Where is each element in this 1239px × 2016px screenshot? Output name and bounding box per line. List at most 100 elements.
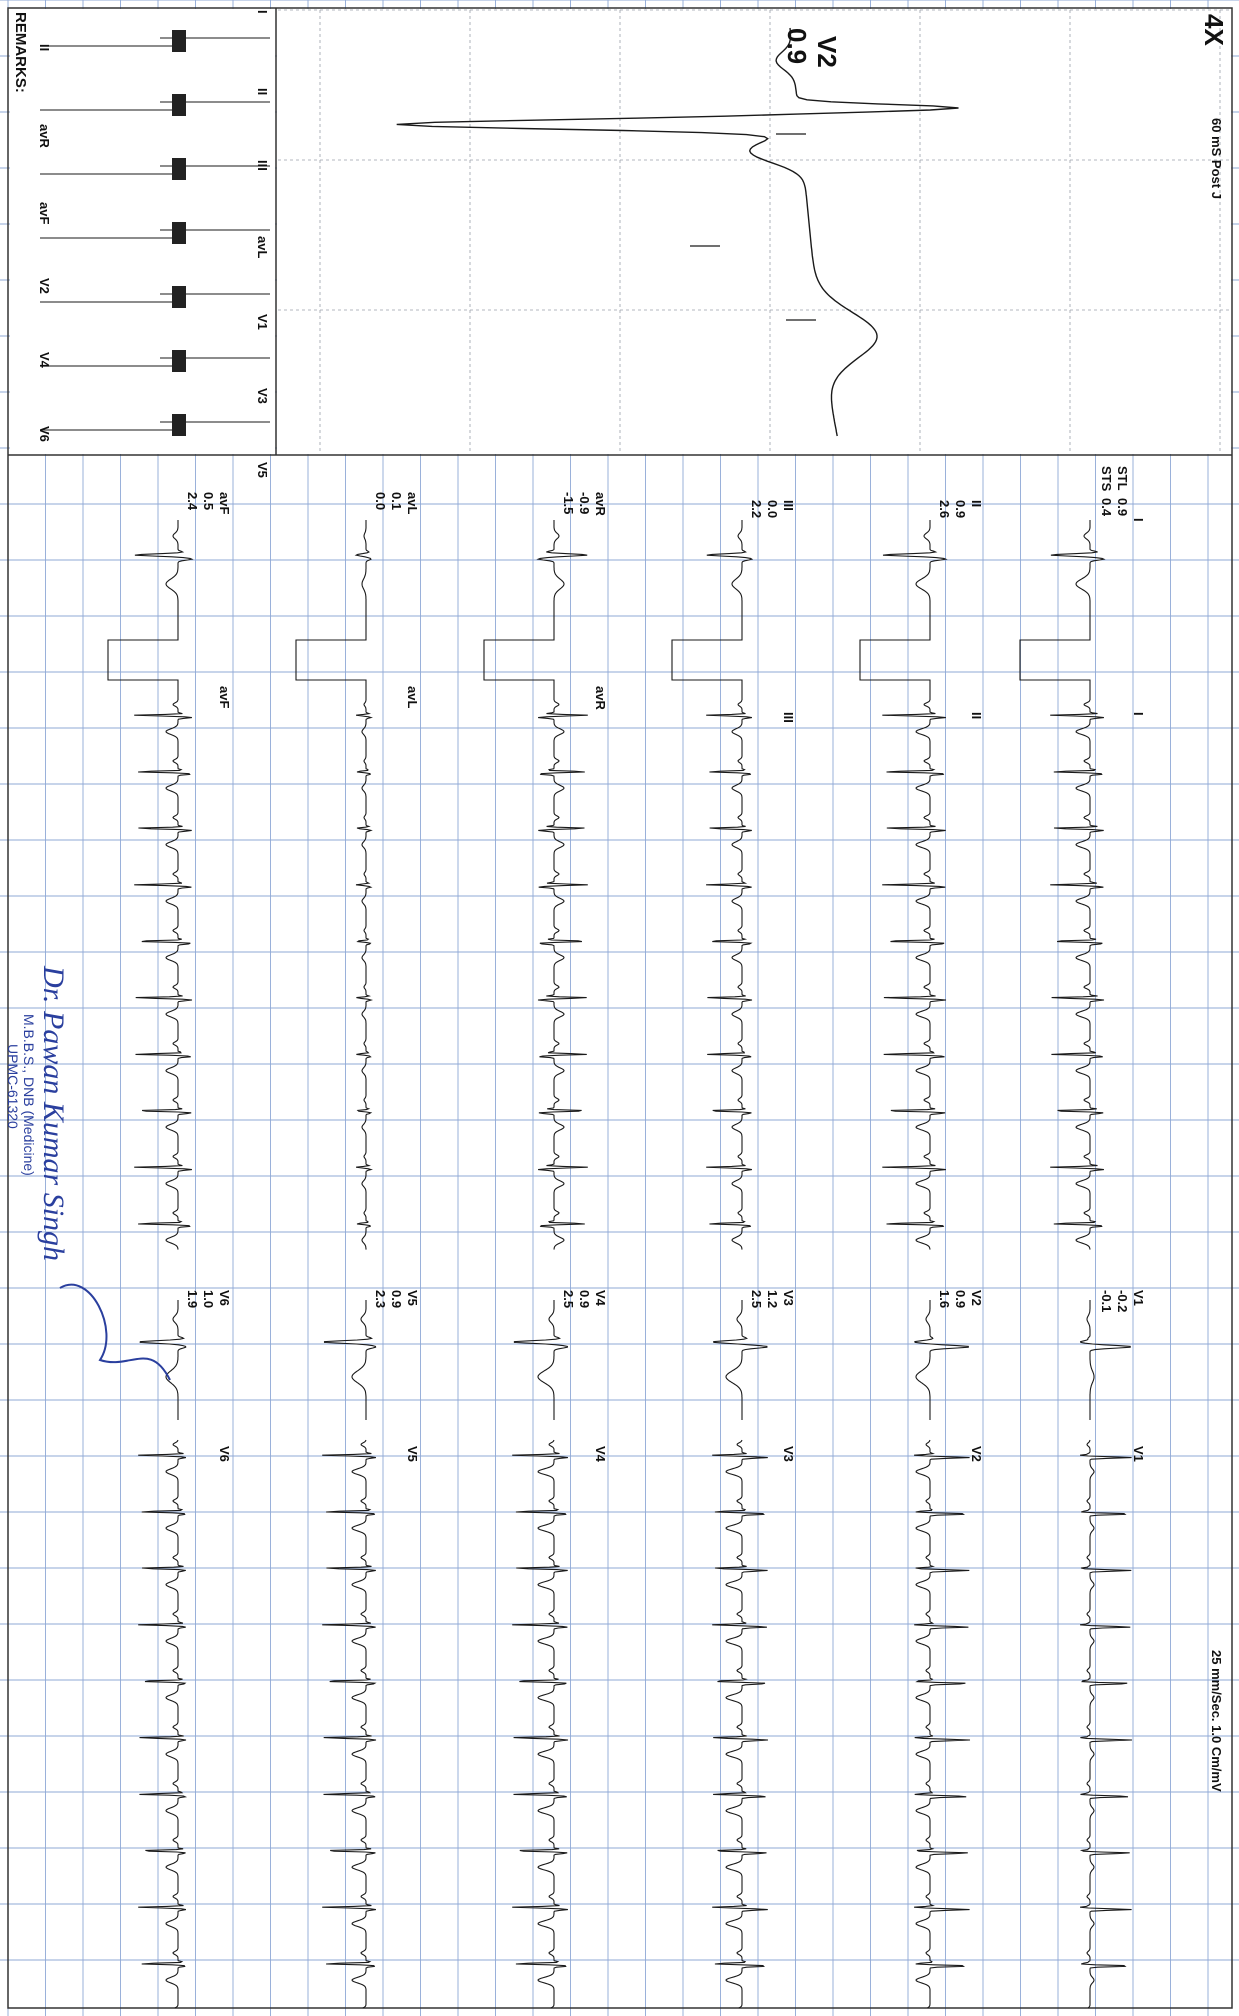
zoom-v2-trace [396, 27, 959, 437]
lead-name: V2 [969, 1290, 984, 1306]
stl-value: 0.9 [389, 1290, 404, 1308]
chest-rhythm-strip [322, 1439, 377, 2009]
limb-median-complex [134, 520, 194, 620]
stl-value: 0.1 [389, 492, 404, 510]
lead-name: V3 [781, 1290, 796, 1306]
sts-value: 0.4 [1099, 498, 1114, 517]
magnification-label: 4X [1199, 14, 1229, 46]
lead-name: V1 [1131, 1290, 1146, 1306]
lead-name: II [969, 500, 984, 507]
chest-measure-V5: V5 0.9 2.3 [373, 1290, 420, 1308]
stl-value: 0.9 [953, 500, 968, 518]
lead-name: III [781, 500, 796, 511]
calibration-pulse [671, 620, 743, 700]
limb-measure-avF: avF 0.5 2.4 [185, 492, 232, 514]
sts-value: 2.5 [749, 1290, 764, 1308]
st-summary-lead: III [255, 160, 270, 171]
rhythm-lead-label: V5 [405, 1446, 420, 1462]
sts-value: 1.9 [185, 1290, 200, 1308]
sts-value: -0.1 [1099, 1290, 1114, 1312]
chest-rhythm-strip [914, 1439, 971, 2009]
measurement-point-label: 60 mS Post J [1209, 118, 1224, 199]
stl-value: 0.9 [1115, 498, 1130, 516]
sts-value: 1.6 [937, 1290, 952, 1308]
stl-value: 0.9 [953, 1290, 968, 1308]
zoom-panel-bg [277, 9, 1231, 454]
sts-value: 2.3 [373, 1290, 388, 1308]
limb-measure-II: II 0.9 2.6 [937, 500, 984, 518]
limb-measure-avL: avL 0.1 0.0 [373, 492, 420, 514]
lead-name: I [1131, 518, 1146, 522]
st-summary-bg [10, 9, 275, 454]
chest-median-complex [914, 1300, 969, 1420]
rhythm-lead-label: V4 [593, 1446, 608, 1463]
limb-median-complex [536, 520, 588, 620]
lead-name: V5 [405, 1290, 420, 1306]
signature-qualification: M.B.B.S., DNB (Medicine) [21, 1014, 37, 1176]
sts-value: 2.6 [937, 500, 952, 518]
chest-measure-V1: V1 -0.2 -0.1 [1099, 1290, 1146, 1312]
st-summary-lead: V3 [255, 388, 270, 404]
st-summary-lead: V1 [255, 314, 270, 330]
limb-rhythm-strip [134, 699, 193, 1250]
sts-header: STS [1099, 466, 1114, 492]
lead-name: avL [405, 492, 420, 514]
chest-rhythm-strip [138, 1439, 188, 2009]
stl-value: -0.9 [577, 492, 592, 514]
limb-median-complex [706, 520, 754, 620]
signature-registration: UPMC-61320 [5, 1044, 21, 1129]
limb-rhythm-strip [355, 699, 374, 1250]
zoom-lead-value: 0.9 [782, 28, 812, 64]
st-summary-lead: V6 [37, 426, 52, 442]
chest-median-complex [1079, 1300, 1131, 1420]
stl-value: -0.2 [1115, 1290, 1130, 1312]
lead-name: avF [217, 492, 232, 514]
panel-frames [7, 7, 1233, 2009]
limb-rhythm-strip [1050, 699, 1105, 1250]
st-summary-lead: V4 [37, 352, 52, 369]
sts-value: 2.2 [749, 500, 764, 518]
ecg-traces [40, 27, 1133, 2009]
lead-name: V6 [217, 1290, 232, 1306]
st-bar [172, 168, 186, 180]
stl-value: 1.0 [201, 1290, 216, 1308]
lead-name: V4 [593, 1290, 608, 1307]
st-bar [172, 40, 186, 52]
rhythm-lead-label: avF [217, 686, 232, 708]
st-summary-lead: avL [255, 236, 270, 258]
st-summary-lead: V2 [37, 278, 52, 294]
signature-scribble [59, 1284, 171, 1381]
rhythm-lead-label: I [1131, 712, 1146, 716]
limb-median-complex [354, 520, 372, 620]
st-bar [172, 424, 186, 436]
lead-name: avR [593, 492, 608, 516]
calibration-pulse [859, 620, 931, 700]
st-bar [172, 232, 186, 244]
rhythm-lead-label: II [969, 712, 984, 719]
st-summary-lead: I [255, 10, 270, 14]
sts-value: 2.5 [561, 1290, 576, 1308]
chest-median-complex [713, 1300, 768, 1420]
st-summary-lead: avR [37, 124, 52, 148]
limb-measure-avR: avR -0.9 -1.5 [561, 492, 608, 516]
chest-median-complex [323, 1300, 377, 1420]
speed-gain-label: 25 mm/Sec. 1.0 Cm/mV [1209, 1650, 1224, 1792]
calibration-pulse [483, 620, 555, 700]
rhythm-lead-label: avL [405, 686, 420, 708]
stl-value: 0.5 [201, 492, 216, 510]
st-summary-lead: II [255, 88, 270, 95]
stl-value: 0.0 [765, 500, 780, 518]
chest-median-complex [139, 1300, 187, 1420]
calibration-pulse [295, 620, 367, 700]
rhythm-lead-label: V3 [781, 1446, 796, 1462]
st-bar [172, 296, 186, 308]
sts-value: 2.4 [185, 492, 200, 511]
calibration-pulse [1019, 620, 1091, 700]
signature-name: Dr. Pawan Kumar Singh [37, 965, 70, 1261]
chest-rhythm-strip [1079, 1439, 1133, 2009]
chest-measure-V3: V3 1.2 2.5 [749, 1290, 796, 1308]
rhythm-lead-label: V6 [217, 1446, 232, 1462]
remarks-label: REMARKS: [12, 12, 29, 93]
limb-measure-III: III 0.0 2.2 [749, 500, 796, 518]
chest-measure-V2: V2 0.9 1.6 [937, 1290, 984, 1308]
